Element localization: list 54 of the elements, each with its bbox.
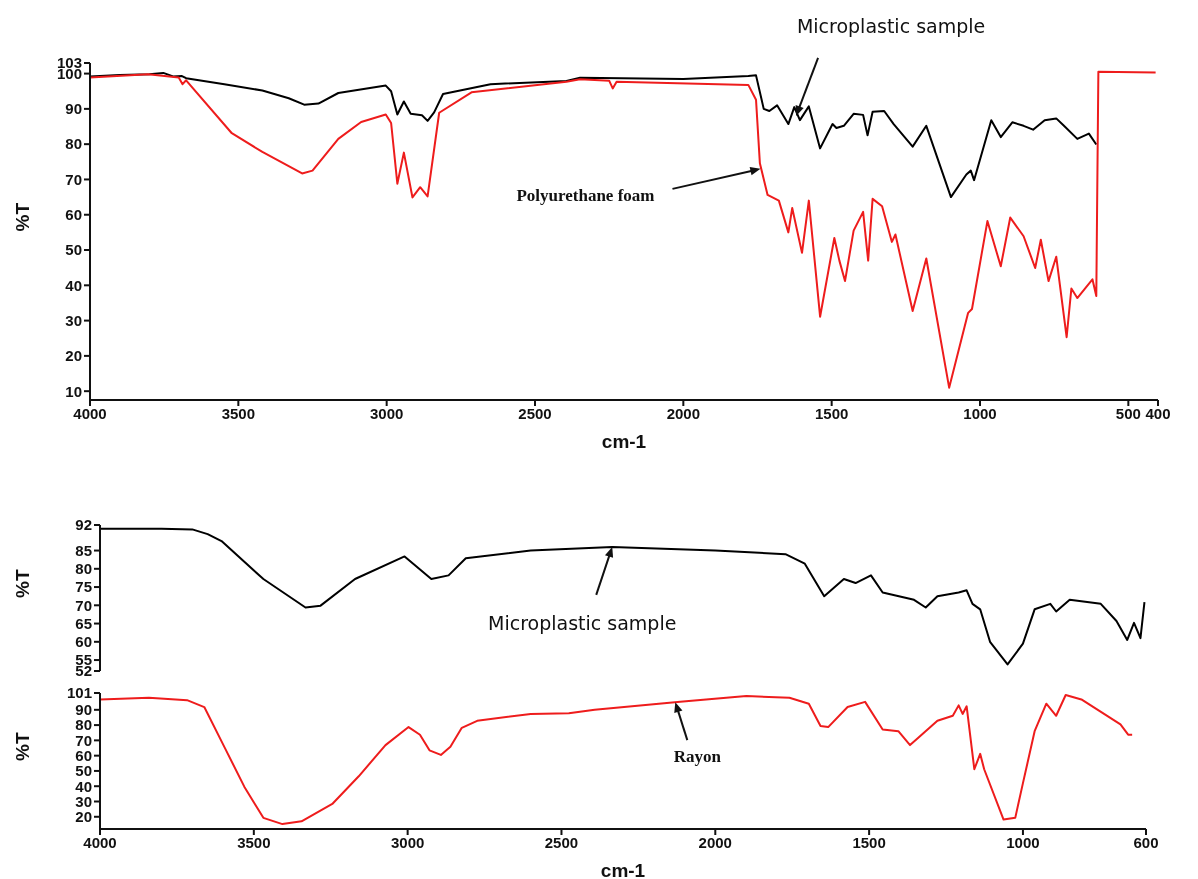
- line-series: [90, 70, 1157, 389]
- annotation: Microplastic sample: [796, 15, 986, 38]
- x-tick-label: 2500: [544, 833, 579, 851]
- x-tick-label: 500: [1115, 404, 1141, 422]
- y-tick-label: 10: [65, 382, 82, 400]
- y-tick-label: 60: [75, 746, 92, 764]
- y-tick-label: 65: [75, 614, 92, 632]
- y-tick-label: 30: [75, 792, 92, 810]
- y-tick-label: 40: [65, 276, 82, 294]
- y-tick-label: 70: [75, 596, 92, 614]
- x-tick-label: 2500: [518, 404, 552, 422]
- line-series: [100, 527, 1146, 666]
- y-tick-label: 20: [65, 347, 82, 365]
- x-tick-label: 4000: [73, 404, 107, 422]
- x-tick-label: 2000: [698, 833, 732, 851]
- y-tick-label: 75: [75, 578, 92, 596]
- x-tick-label: 1500: [852, 833, 886, 851]
- line-series: [100, 693, 1134, 826]
- annotation: Polyurethane foam: [516, 185, 655, 205]
- x-tick-label: 3500: [221, 404, 256, 422]
- y-tick-label: 50: [75, 762, 92, 780]
- y-tick-label: 80: [75, 716, 92, 734]
- x-tick-label: 3000: [369, 404, 404, 422]
- y-tick-label: 70: [65, 170, 82, 188]
- y-tick-label: 20: [75, 808, 92, 826]
- y-tick-label: 40: [75, 777, 92, 795]
- x-tick-label: 2000: [666, 404, 701, 422]
- x-tick-label: 1000: [963, 404, 997, 422]
- x-tick-label: 3500: [237, 833, 271, 851]
- annotation: Rayon: [673, 747, 722, 767]
- annotation: Microplastic sample: [488, 612, 677, 635]
- x-axis-title: cm-1: [600, 860, 646, 879]
- y-axis-title: %T: [11, 202, 33, 232]
- x-axis-title: cm-1: [601, 431, 647, 452]
- y-axis-title: %T: [11, 569, 33, 598]
- x-tick-label: 3000: [390, 833, 425, 851]
- y-tick-label: 101: [66, 684, 92, 702]
- y-tick-label: 90: [75, 701, 92, 719]
- y-tick-label: 70: [75, 731, 92, 749]
- y-tick-label: 60: [75, 633, 92, 651]
- y-tick-label: 60: [65, 206, 82, 224]
- x-tick-label: 1500: [814, 404, 849, 422]
- y-axis-title: %T: [11, 732, 33, 761]
- y-tick-label: 80: [75, 560, 92, 578]
- x-tick-label: 1000: [1006, 833, 1040, 851]
- x-tick-label: 400: [1145, 404, 1171, 422]
- y-tick-label: 92: [75, 516, 92, 534]
- y-tick-label: 90: [65, 100, 82, 118]
- x-tick-label: 4000: [83, 833, 117, 851]
- x-tick-label: 600: [1133, 833, 1159, 851]
- y-tick-label: 50: [65, 241, 82, 259]
- y-tick-label: 80: [65, 135, 82, 153]
- y-tick-label: 85: [75, 541, 92, 559]
- y-tick-label: 30: [65, 311, 82, 329]
